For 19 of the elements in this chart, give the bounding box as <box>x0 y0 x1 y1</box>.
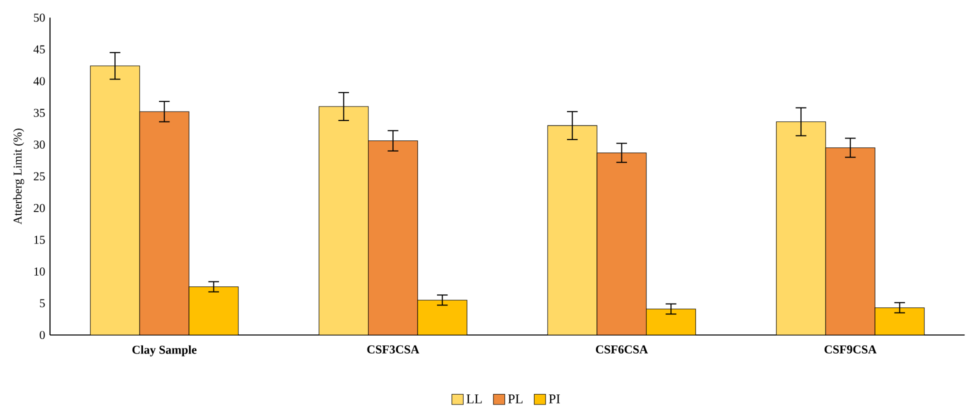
y-tick-label: 50 <box>34 14 45 22</box>
legend-label: LL <box>466 394 482 404</box>
x-tick-label: CSF6CSA <box>596 345 648 354</box>
y-axis-title: Atterberg Limit (%) <box>13 128 24 224</box>
y-tick-label: 5 <box>40 299 45 308</box>
y-tick-label: 10 <box>34 267 45 276</box>
y-tick-label: 25 <box>34 172 45 180</box>
y-tick-label: 30 <box>34 140 45 149</box>
y-tick-label: 40 <box>34 77 45 86</box>
x-tick-label: Clay Sample <box>132 345 197 356</box>
y-tick-label: 45 <box>34 45 45 54</box>
y-tick-label: 20 <box>34 204 45 212</box>
y-tick-label: 15 <box>34 236 45 244</box>
x-tick-label: CSF9CSA <box>824 345 877 354</box>
y-tick-label: 35 <box>34 108 45 117</box>
x-tick-label: CSF3CSA <box>367 345 420 354</box>
legend-label: PL <box>508 394 522 404</box>
y-tick-label: 0 <box>40 330 45 340</box>
legend-label: PI <box>548 394 560 404</box>
